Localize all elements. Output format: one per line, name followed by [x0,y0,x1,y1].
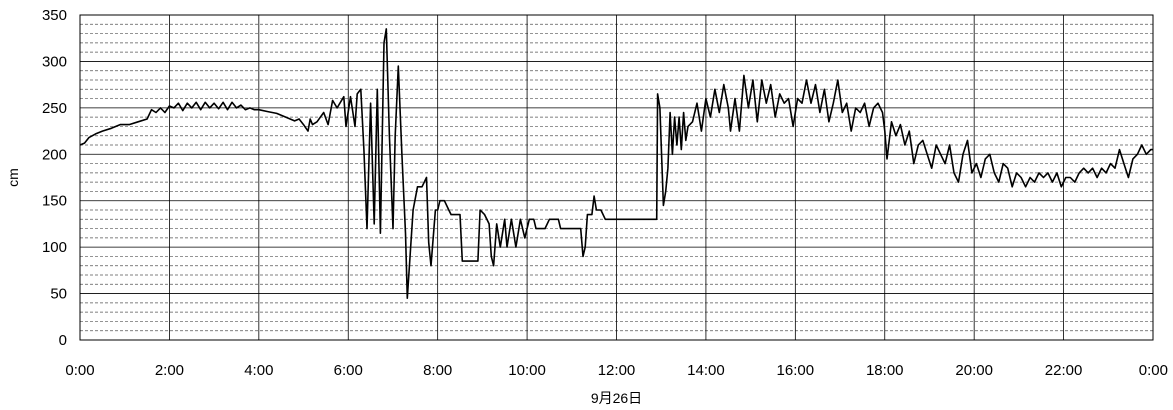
x-tick-label: 8:00 [423,362,452,379]
y-tick-label: 250 [42,100,67,117]
x-tick-label: 0:00 [1139,362,1168,379]
y-tick-label: 0 [59,332,67,349]
major-gridlines [80,15,1153,340]
x-tick-label: 0:00 [65,362,94,379]
y-tick-label: 350 [42,7,67,24]
x-tick-label: 10:00 [508,362,546,379]
plot-frame [79,14,1154,341]
x-tick-label: 2:00 [155,362,184,379]
x-tick-label: 14:00 [687,362,725,379]
x-tick-label: 20:00 [955,362,993,379]
x-tick-label: 4:00 [244,362,273,379]
x-axis-ticks: 0:00 2:00 4:00 6:00 8:00 10:00 12:00 14:00 16:00… [65,362,1168,379]
y-tick-label: 150 [42,193,67,210]
series-line [79,28,1153,299]
x-tick-label: 12:00 [598,362,636,379]
y-tick-label: 100 [42,239,67,256]
y-tick-label: 300 [42,53,67,70]
x-tick-label: 16:00 [777,362,815,379]
x-tick-label: 22:00 [1045,362,1083,379]
y-tick-label: 200 [42,146,67,163]
y-axis-ticks: 0 50 100 150 200 250 300 350 [42,7,67,349]
y-axis-title: cm [5,168,21,187]
x-tick-label: 18:00 [866,362,904,379]
y-tick-label: 50 [50,286,67,303]
x-axis-title: 9月26日 [591,390,642,406]
x-tick-label: 6:00 [334,362,363,379]
